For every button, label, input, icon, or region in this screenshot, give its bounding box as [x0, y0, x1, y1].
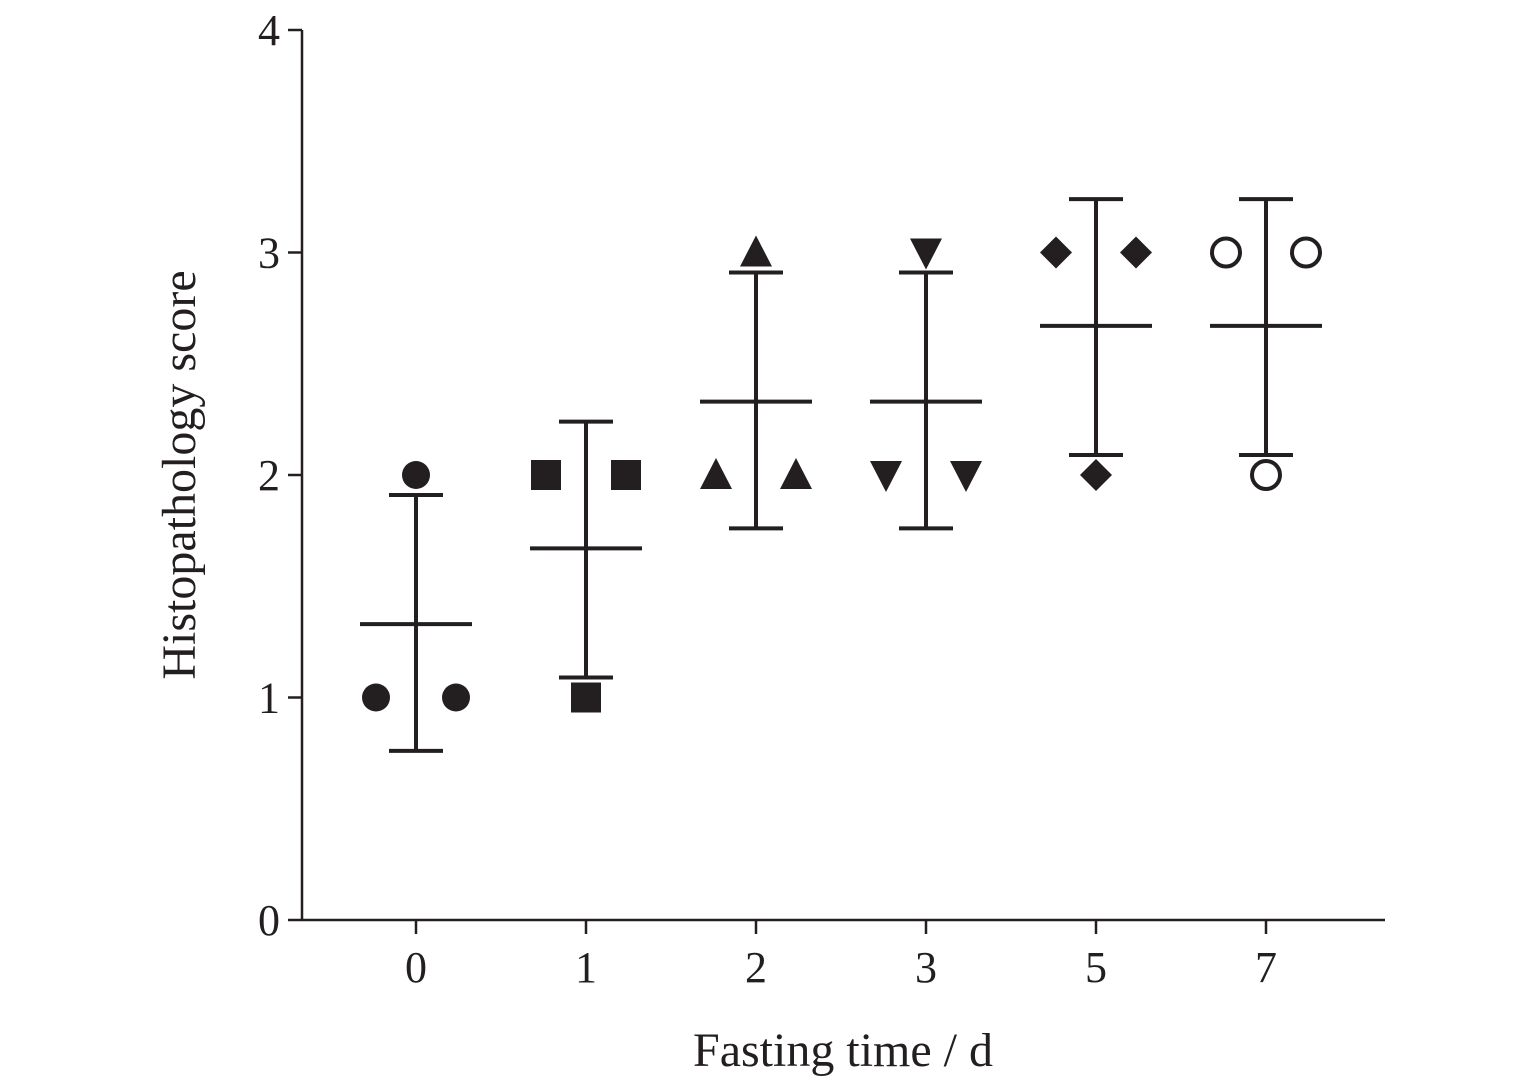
- y-tick-label: 3: [258, 229, 280, 278]
- triangle-up-point: [740, 235, 772, 267]
- square-point: [531, 460, 561, 490]
- y-ticks: 0 1 2 3 4: [258, 6, 302, 945]
- group-2: [700, 235, 812, 531]
- square-point: [571, 682, 601, 713]
- y-tick-label: 2: [258, 451, 280, 500]
- x-tick-label: 0: [405, 943, 427, 992]
- x-axis-title: Fasting time / d: [693, 1024, 993, 1077]
- group-7: [1210, 197, 1322, 491]
- x-tick-label: 2: [745, 943, 767, 992]
- circle-open-point: [1210, 236, 1242, 269]
- triangle-down-point: [950, 461, 982, 492]
- triangle-down-point: [870, 461, 902, 492]
- circle-open-point: [1290, 236, 1322, 269]
- x-tick-label: 7: [1255, 943, 1277, 992]
- diamond-point: [1040, 236, 1072, 269]
- y-tick-label: 0: [258, 896, 280, 945]
- triangle-up-point: [780, 458, 812, 489]
- circle-point: [442, 683, 470, 712]
- x-tick-label: 1: [575, 943, 597, 992]
- group-3: [870, 238, 982, 531]
- x-tick-label: 3: [915, 943, 937, 992]
- data-series: [360, 197, 1322, 753]
- diamond-point: [1120, 236, 1152, 269]
- y-tick-label: 4: [258, 6, 280, 55]
- x-axis: 0 1 2 3 5 7: [302, 918, 1385, 992]
- triangle-up-point: [700, 458, 732, 489]
- diamond-point: [1080, 459, 1112, 491]
- y-axis: 0 1 2 3 4: [258, 6, 304, 945]
- square-point: [611, 460, 641, 490]
- circle-open-point: [1250, 459, 1282, 491]
- x-ticks: 0 1 2 3 5 7: [405, 920, 1277, 992]
- group-1: [530, 419, 642, 713]
- group-0: [360, 461, 472, 753]
- y-tick-label: 1: [258, 674, 280, 723]
- group-5: [1040, 197, 1152, 491]
- triangle-down-point: [910, 238, 942, 270]
- circle-point: [402, 461, 430, 489]
- y-axis-title: Histopathology score: [153, 270, 206, 679]
- x-tick-label: 5: [1085, 943, 1107, 992]
- circle-point: [362, 683, 390, 712]
